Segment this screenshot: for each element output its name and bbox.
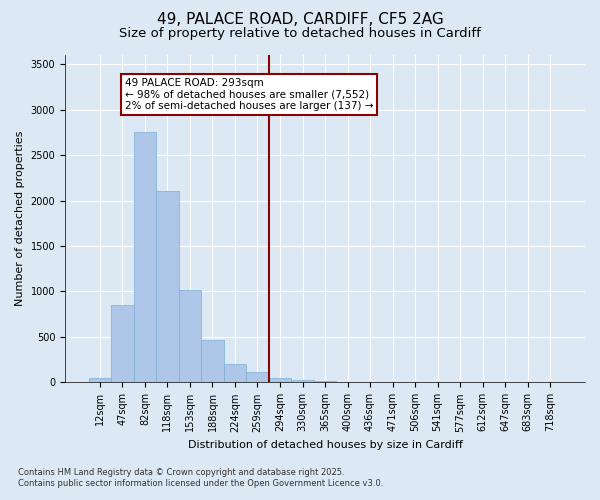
Bar bbox=[201, 340, 224, 382]
Text: Size of property relative to detached houses in Cardiff: Size of property relative to detached ho… bbox=[119, 28, 481, 40]
Text: 49 PALACE ROAD: 293sqm
← 98% of detached houses are smaller (7,552)
2% of semi-d: 49 PALACE ROAD: 293sqm ← 98% of detached… bbox=[125, 78, 373, 111]
Bar bbox=[134, 132, 156, 382]
Bar bbox=[179, 290, 201, 382]
Bar bbox=[156, 192, 179, 382]
X-axis label: Distribution of detached houses by size in Cardiff: Distribution of detached houses by size … bbox=[188, 440, 463, 450]
Bar bbox=[111, 305, 134, 382]
Bar bbox=[246, 372, 269, 382]
Bar bbox=[89, 378, 111, 382]
Bar bbox=[291, 380, 314, 382]
Bar bbox=[314, 381, 336, 382]
Bar bbox=[269, 378, 291, 382]
Y-axis label: Number of detached properties: Number of detached properties bbox=[15, 131, 25, 306]
Text: Contains HM Land Registry data © Crown copyright and database right 2025.
Contai: Contains HM Land Registry data © Crown c… bbox=[18, 468, 383, 487]
Text: 49, PALACE ROAD, CARDIFF, CF5 2AG: 49, PALACE ROAD, CARDIFF, CF5 2AG bbox=[157, 12, 443, 28]
Bar bbox=[224, 364, 246, 382]
